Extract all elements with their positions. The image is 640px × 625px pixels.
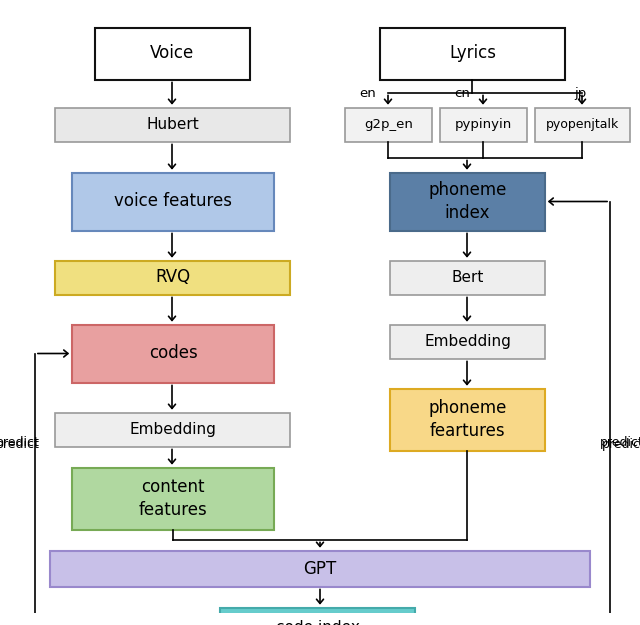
FancyBboxPatch shape: [72, 324, 274, 382]
Text: code index
phoneme index: code index phoneme index: [258, 620, 377, 625]
FancyBboxPatch shape: [72, 173, 274, 231]
FancyBboxPatch shape: [535, 107, 630, 141]
FancyBboxPatch shape: [95, 28, 250, 79]
Text: content
features: content features: [139, 478, 207, 519]
Text: Voice: Voice: [150, 44, 195, 62]
Text: pyopenjtalk: pyopenjtalk: [546, 118, 619, 131]
Text: voice features: voice features: [114, 192, 232, 211]
FancyBboxPatch shape: [55, 107, 290, 141]
Text: Hubert: Hubert: [146, 117, 199, 132]
Text: predict: predict: [602, 438, 640, 451]
FancyBboxPatch shape: [390, 261, 545, 294]
Text: cn: cn: [454, 87, 470, 100]
Text: jp: jp: [574, 87, 586, 100]
Text: phoneme
index: phoneme index: [428, 181, 507, 222]
Text: Embedding: Embedding: [129, 422, 216, 437]
FancyBboxPatch shape: [50, 551, 590, 586]
Text: phoneme
feartures: phoneme feartures: [428, 399, 507, 440]
Text: RVQ: RVQ: [155, 269, 190, 286]
FancyBboxPatch shape: [72, 468, 274, 529]
Text: g2p_en: g2p_en: [364, 118, 413, 131]
FancyBboxPatch shape: [440, 107, 527, 141]
FancyBboxPatch shape: [220, 608, 415, 625]
FancyBboxPatch shape: [380, 28, 565, 79]
Text: predict: predict: [600, 436, 640, 449]
Text: GPT: GPT: [303, 559, 337, 578]
FancyBboxPatch shape: [55, 412, 290, 446]
Text: Bert: Bert: [451, 270, 484, 285]
Text: pypinyin: pypinyin: [455, 118, 512, 131]
FancyBboxPatch shape: [390, 173, 545, 231]
Text: predict: predict: [0, 436, 40, 449]
FancyBboxPatch shape: [390, 389, 545, 451]
FancyBboxPatch shape: [55, 261, 290, 294]
FancyBboxPatch shape: [345, 107, 432, 141]
Text: codes: codes: [148, 344, 197, 362]
Text: en: en: [360, 87, 376, 100]
FancyBboxPatch shape: [390, 324, 545, 359]
Text: Lyrics: Lyrics: [449, 44, 496, 62]
Text: predict: predict: [0, 438, 40, 451]
Text: Embedding: Embedding: [424, 334, 511, 349]
